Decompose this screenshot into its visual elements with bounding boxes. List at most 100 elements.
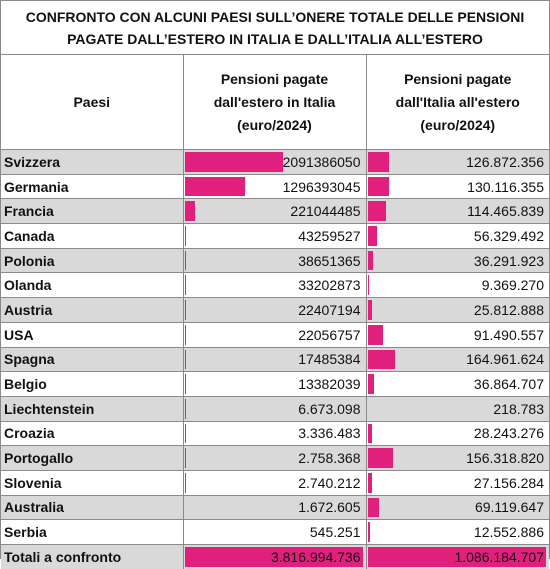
country-cell[interactable]: Croazia <box>1 421 183 446</box>
country-cell[interactable]: Portogallo <box>1 446 183 471</box>
table-row: Liechtenstein 6.673.098 218.783 <box>1 396 549 421</box>
estero-in-italia-cell[interactable]: 1296393045 <box>183 174 366 199</box>
italia-all-estero-cell[interactable]: 36.864.707 <box>366 372 549 397</box>
estero-in-italia-cell[interactable]: 38651365 <box>183 248 366 273</box>
italia-all-estero-cell-value: 126.872.356 <box>466 154 544 170</box>
country-cell[interactable]: Olanda <box>1 273 183 298</box>
data-bar <box>368 201 387 221</box>
country-cell[interactable]: Australia <box>1 495 183 520</box>
italia-all-estero-cell[interactable]: 25.812.888 <box>366 298 549 323</box>
estero-in-italia-cell[interactable]: 221044485 <box>183 199 366 224</box>
italia-all-estero-cell[interactable]: 164.961.624 <box>366 347 549 372</box>
italia-all-estero-cell-value: 9.369.270 <box>482 277 544 293</box>
data-bar <box>368 522 370 542</box>
italia-all-estero-cell-value: 69.119.647 <box>475 499 544 515</box>
header-line: dall'Italia all'estero <box>367 91 550 114</box>
italia-all-estero-cell[interactable]: 130.116.355 <box>366 174 549 199</box>
data-bar <box>185 251 187 271</box>
header-row: Paesi Pensioni pagate dall'estero in Ita… <box>1 55 549 150</box>
data-bar <box>368 275 370 295</box>
estero-in-italia-cell[interactable]: 2.758.368 <box>183 446 366 471</box>
table-row: Croazia 3.336.483 28.243.276 <box>1 421 549 446</box>
data-bar <box>185 177 246 197</box>
estero-in-italia-cell[interactable]: 43259527 <box>183 224 366 249</box>
country-cell[interactable]: Belgio <box>1 372 183 397</box>
country-cell[interactable]: Serbia <box>1 520 183 545</box>
country-cell[interactable]: Svizzera <box>1 150 183 175</box>
estero-in-italia-cell-value: 3.336.483 <box>298 425 360 441</box>
estero-in-italia-cell[interactable]: 6.673.098 <box>183 396 366 421</box>
italia-all-estero-cell-value: 27.156.284 <box>474 475 544 491</box>
header-line: Pensioni pagate <box>184 68 366 91</box>
estero-in-italia-cell-value: 38651365 <box>298 253 360 269</box>
estero-in-italia-cell-value: 43259527 <box>298 228 360 244</box>
italia-all-estero-cell[interactable]: 69.119.647 <box>366 495 549 520</box>
italia-all-estero-cell[interactable]: 56.329.492 <box>366 224 549 249</box>
country-cell[interactable]: Slovenia <box>1 470 183 495</box>
title-line-1: CONFRONTO CON ALCUNI PAESI SULL’ONERE TO… <box>26 6 525 28</box>
data-bar <box>368 152 389 172</box>
italia-all-estero-cell[interactable]: 126.872.356 <box>366 150 549 175</box>
total-label-cell[interactable]: Totali a confronto <box>1 545 183 569</box>
italia-all-estero-cell[interactable]: 218.783 <box>366 396 549 421</box>
data-bar <box>368 424 373 444</box>
italia-all-estero-cell[interactable]: 36.291.923 <box>366 248 549 273</box>
country-cell[interactable]: Francia <box>1 199 183 224</box>
country-cell[interactable]: Austria <box>1 298 183 323</box>
header-italia-all-estero: Pensioni pagate dall'Italia all'estero (… <box>366 55 549 150</box>
total-italia-all-estero-cell[interactable]: 1.086.184.707 <box>366 545 549 569</box>
italia-all-estero-cell-value: 56.329.492 <box>474 228 544 244</box>
total-estero-in-italia-cell[interactable]: 3.816.994.736 <box>183 545 366 569</box>
data-bar <box>368 350 395 370</box>
estero-in-italia-cell[interactable]: 22407194 <box>183 298 366 323</box>
country-cell[interactable]: USA <box>1 322 183 347</box>
country-cell[interactable]: Polonia <box>1 248 183 273</box>
estero-in-italia-cell-value: 33202873 <box>298 277 360 293</box>
data-bar <box>185 325 186 345</box>
italia-all-estero-cell[interactable]: 156.318.820 <box>366 446 549 471</box>
estero-in-italia-cell[interactable]: 13382039 <box>183 372 366 397</box>
country-cell[interactable]: Spagna <box>1 347 183 372</box>
estero-in-italia-cell[interactable]: 17485384 <box>183 347 366 372</box>
estero-in-italia-cell[interactable]: 1.672.605 <box>183 495 366 520</box>
italia-all-estero-cell[interactable]: 28.243.276 <box>366 421 549 446</box>
estero-in-italia-cell-value: 221044485 <box>290 203 360 219</box>
estero-in-italia-cell[interactable]: 2.740.212 <box>183 470 366 495</box>
italia-all-estero-cell[interactable]: 9.369.270 <box>366 273 549 298</box>
header-line: (euro/2024) <box>184 114 366 137</box>
italia-all-estero-cell[interactable]: 27.156.284 <box>366 470 549 495</box>
estero-in-italia-cell[interactable]: 33202873 <box>183 273 366 298</box>
estero-in-italia-cell[interactable]: 22056757 <box>183 322 366 347</box>
estero-in-italia-cell[interactable]: 2091386050 <box>183 150 366 175</box>
italia-all-estero-cell[interactable]: 114.465.839 <box>366 199 549 224</box>
data-bar <box>368 374 374 394</box>
estero-in-italia-cell-value: 6.673.098 <box>298 401 360 417</box>
estero-in-italia-cell[interactable]: 545.251 <box>183 520 366 545</box>
data-bar <box>368 448 394 468</box>
data-bar <box>368 177 389 197</box>
country-cell[interactable]: Canada <box>1 224 183 249</box>
italia-all-estero-cell[interactable]: 91.490.557 <box>366 322 549 347</box>
estero-in-italia-cell[interactable]: 3.336.483 <box>183 421 366 446</box>
italia-all-estero-cell-value: 28.243.276 <box>474 425 544 441</box>
table-row: Olanda 33202873 9.369.270 <box>1 273 549 298</box>
italia-all-estero-cell-value: 164.961.624 <box>466 351 544 367</box>
italia-all-estero-cell-value: 36.291.923 <box>474 253 544 269</box>
country-cell[interactable]: Germania <box>1 174 183 199</box>
table-row: Francia 221044485 114.465.839 <box>1 199 549 224</box>
country-cell[interactable]: Liechtenstein <box>1 396 183 421</box>
data-bar <box>185 374 186 394</box>
data-bar <box>185 152 283 172</box>
table-title: CONFRONTO CON ALCUNI PAESI SULL’ONERE TO… <box>1 1 549 55</box>
italia-all-estero-cell-value: 114.465.839 <box>467 203 544 219</box>
title-line-2: PAGATE DALL’ESTERO IN ITALIA E DALL’ITAL… <box>67 28 483 50</box>
italia-all-estero-cell[interactable]: 12.552.886 <box>366 520 549 545</box>
data-bar <box>185 300 186 320</box>
